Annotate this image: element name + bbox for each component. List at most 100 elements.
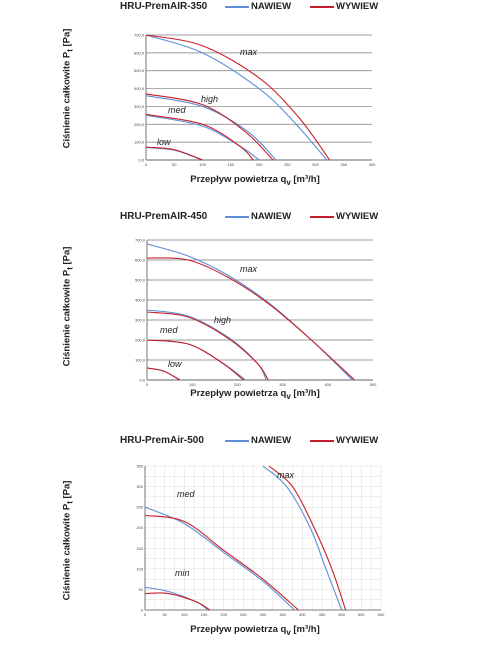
x-tick-label: 300: [312, 162, 319, 167]
x-tick-label: 500: [370, 382, 377, 387]
legend-nawiew: NAWIEW: [225, 1, 291, 12]
legend-swatch-nawiew: [225, 5, 249, 8]
series-line-wywiew-max: [268, 465, 347, 611]
y-tick-label: 50: [139, 587, 144, 592]
y-tick-label: 700,0: [135, 238, 146, 243]
curve-label-min: min: [175, 568, 190, 578]
x-tick-label: 0: [146, 382, 149, 387]
series-line-wywiew-med: [146, 339, 244, 381]
legend-wywiew: WYWIEW: [310, 435, 378, 446]
x-axis-label-sub: v: [286, 177, 291, 187]
x-axis-label-unit: [m³/h]: [290, 624, 320, 635]
series-line-wywiew-high: [146, 311, 269, 381]
x-tick-label: 400: [369, 162, 376, 167]
y-tick-label: 500,0: [134, 68, 145, 73]
chart-panel-1: HRU-PremAIR-350 NAWIEW WYWIEW Ciśnienie …: [0, 0, 500, 200]
y-tick-label: 100: [136, 566, 143, 571]
legend-wywiew: WYWIEW: [310, 1, 378, 12]
legend-swatch-nawiew: [225, 215, 249, 218]
curve-label-high: high: [201, 94, 218, 104]
series-line-nawiew-med: [145, 114, 260, 161]
x-tick-label: 400: [324, 382, 331, 387]
x-axis-label-text: Przepływ powietrza q: [190, 174, 287, 185]
curve-label-max: max: [277, 470, 295, 480]
x-tick-label: 50: [172, 162, 177, 167]
x-tick-label: 250: [240, 612, 247, 617]
curve-label-med: med: [160, 325, 179, 335]
x-tick-label: 150: [227, 162, 234, 167]
y-tick-label: 0,0: [138, 158, 144, 163]
y-tick-label: 600,0: [134, 50, 145, 55]
x-axis-label: Przepływ powietrza qv [m³/h]: [185, 388, 325, 401]
x-tick-label: 200: [256, 162, 263, 167]
chart-panel-3: HRU-PremAir-500 NAWIEW WYWIEW Ciśnienie …: [0, 434, 500, 650]
series-line-wywiew-med: [145, 113, 254, 161]
y-tick-label: 100,0: [135, 358, 146, 363]
curve-label-low: low: [157, 137, 171, 147]
legend-nawiew: NAWIEW: [225, 211, 291, 222]
y-tick-label: 200,0: [135, 338, 146, 343]
curve-label-high: high: [214, 315, 231, 325]
y-tick-label: 300,0: [134, 104, 145, 109]
legend-swatch-wywiew: [310, 439, 334, 442]
curve-label-max: max: [240, 47, 258, 57]
y-tick-label: 700,0: [134, 33, 145, 38]
x-tick-label: 150: [201, 612, 208, 617]
curve-label-med: med: [168, 105, 187, 115]
chart-title: HRU-PremAir-500: [120, 435, 204, 446]
x-tick-label: 450: [319, 612, 326, 617]
x-tick-label: 500: [338, 612, 345, 617]
series-line-wywiew-max: [146, 257, 355, 381]
y-tick-label: 500,0: [135, 278, 146, 283]
x-tick-label: 200: [234, 382, 241, 387]
y-tick-label: 600,0: [135, 258, 146, 263]
x-axis-label: Przepływ powietrza qv [m³/h]: [185, 174, 325, 187]
series-line-nawiew-low: [146, 367, 181, 381]
x-axis-label-text: Przepływ powietrza q: [190, 624, 287, 635]
chart-title: HRU-PremAIR-450: [120, 211, 208, 222]
x-tick-label: 0: [145, 162, 148, 167]
series-line-nawiew-min: [144, 586, 209, 611]
series-line-wywiew-max: [145, 34, 331, 161]
y-tick-label: 0: [141, 608, 144, 613]
chart-2: 0 100 200 300 400 500 0,0 100,0 200,0 300,0 400,0 5…: [135, 238, 377, 388]
series-line-nawiew-max: [145, 34, 328, 161]
curve-label-low: low: [168, 359, 182, 369]
y-tick-label: 350: [136, 464, 143, 469]
chart-3: 0 50 100 150 200 250 300 350 400 450 500 550 600 0 50 1…: [136, 464, 385, 618]
series-line-wywiew-low: [146, 367, 181, 381]
series-line-nawiew-high: [146, 309, 267, 381]
x-axis-label-text: Przepływ powietrza q: [190, 388, 287, 399]
x-axis-label-unit: [m³/h]: [290, 388, 320, 399]
x-tick-label: 300: [260, 612, 267, 617]
legend-label-wywiew: WYWIEW: [336, 1, 379, 12]
series-line-wywiew-high: [145, 93, 274, 161]
y-tick-label: 400,0: [135, 298, 146, 303]
legend-swatch-nawiew: [225, 439, 249, 442]
y-tick-label: 200: [136, 525, 143, 530]
y-tick-label: 300,0: [135, 318, 146, 323]
x-tick-label: 600: [378, 612, 385, 617]
x-tick-label: 100: [189, 382, 196, 387]
x-tick-label: 100: [199, 162, 206, 167]
legend-label-nawiew: NAWIEW: [251, 435, 292, 446]
legend-swatch-wywiew: [310, 215, 334, 218]
x-tick-label: 350: [279, 612, 286, 617]
legend-label-wywiew: WYWIEW: [336, 211, 379, 222]
y-tick-label: 250: [136, 505, 143, 510]
x-tick-label: 250: [284, 162, 291, 167]
x-tick-label: 50: [162, 612, 167, 617]
y-tick-label: 200,0: [134, 122, 145, 127]
y-tick-label: 300: [136, 484, 143, 489]
y-tick-label: 100,0: [134, 140, 145, 145]
series-line-wywiew-low: [145, 146, 203, 161]
legend-label-wywiew: WYWIEW: [336, 435, 379, 446]
chart-panel-2: HRU-PremAIR-450 NAWIEW WYWIEW Ciśnienie …: [0, 210, 500, 410]
x-axis-label: Przepływ powietrza qv [m³/h]: [180, 624, 330, 637]
x-tick-label: 350: [340, 162, 347, 167]
curve-label-med: med: [177, 489, 196, 499]
x-axis-label-sub: v: [286, 391, 291, 401]
x-tick-label: 200: [220, 612, 227, 617]
chart-1: 0 50 100 150 200 250 300 350 400 0,0 100,0 200,0 300…: [134, 33, 376, 168]
y-tick-label: 0,0: [139, 378, 145, 383]
